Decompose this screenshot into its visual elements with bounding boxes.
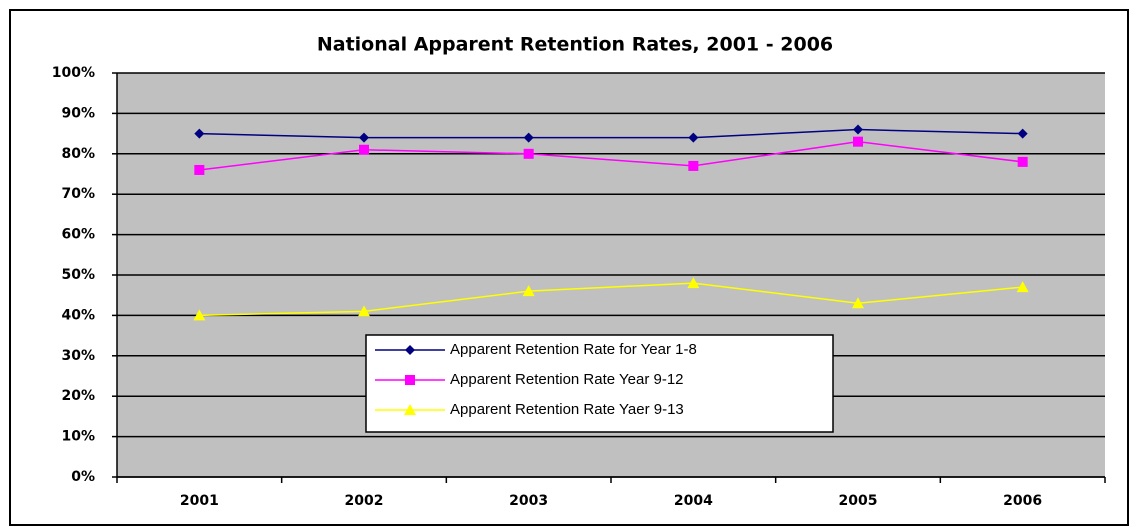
x-tick-label: 2003	[509, 493, 548, 509]
marker	[1016, 281, 1029, 293]
marker	[523, 132, 534, 143]
y-tick-label: 70%	[61, 186, 95, 202]
marker	[359, 132, 369, 143]
legend-label: Apparent Retention Rate Year 9-12	[450, 371, 684, 388]
legend-label: Apparent Retention Rate Yaer 9-13	[450, 401, 684, 418]
x-tick-label: 2002	[345, 493, 384, 509]
marker	[687, 277, 700, 289]
marker	[688, 132, 699, 143]
marker	[194, 164, 205, 175]
y-tick-label: 40%	[61, 307, 95, 323]
marker	[522, 285, 535, 297]
x-tick-label: 2006	[1003, 493, 1042, 509]
marker	[194, 128, 205, 139]
series-line	[199, 128, 1023, 139]
chart-title: National Apparent Retention Rates, 2001 …	[317, 34, 833, 56]
y-tick-label: 90%	[61, 105, 95, 121]
legend-label: Apparent Retention Rate for Year 1-8	[450, 341, 697, 358]
series-line	[199, 282, 1023, 317]
x-tick-label: 2004	[674, 493, 713, 509]
y-tick-label: 10%	[61, 429, 95, 445]
marker	[1017, 156, 1028, 167]
x-tick-label: 2005	[839, 493, 878, 509]
series-line	[199, 140, 1023, 171]
y-tick-label: 60%	[61, 227, 95, 243]
marker	[404, 404, 416, 415]
y-tick-label: 80%	[61, 146, 95, 162]
marker	[358, 305, 370, 317]
marker	[405, 375, 415, 385]
x-tick-label: 2001	[180, 493, 219, 509]
marker	[193, 309, 206, 321]
marker	[1017, 128, 1028, 139]
marker	[688, 160, 699, 171]
legend-box	[365, 334, 834, 433]
marker	[523, 148, 534, 159]
y-tick-label: 50%	[61, 267, 95, 283]
marker	[853, 136, 863, 147]
marker	[359, 144, 369, 155]
y-tick-label: 30%	[61, 348, 95, 364]
marker	[405, 345, 415, 355]
marker	[853, 124, 863, 135]
y-tick-label: 0%	[71, 469, 95, 485]
marker	[852, 297, 864, 309]
y-tick-label: 100%	[52, 65, 95, 81]
y-tick-label: 20%	[61, 388, 95, 404]
